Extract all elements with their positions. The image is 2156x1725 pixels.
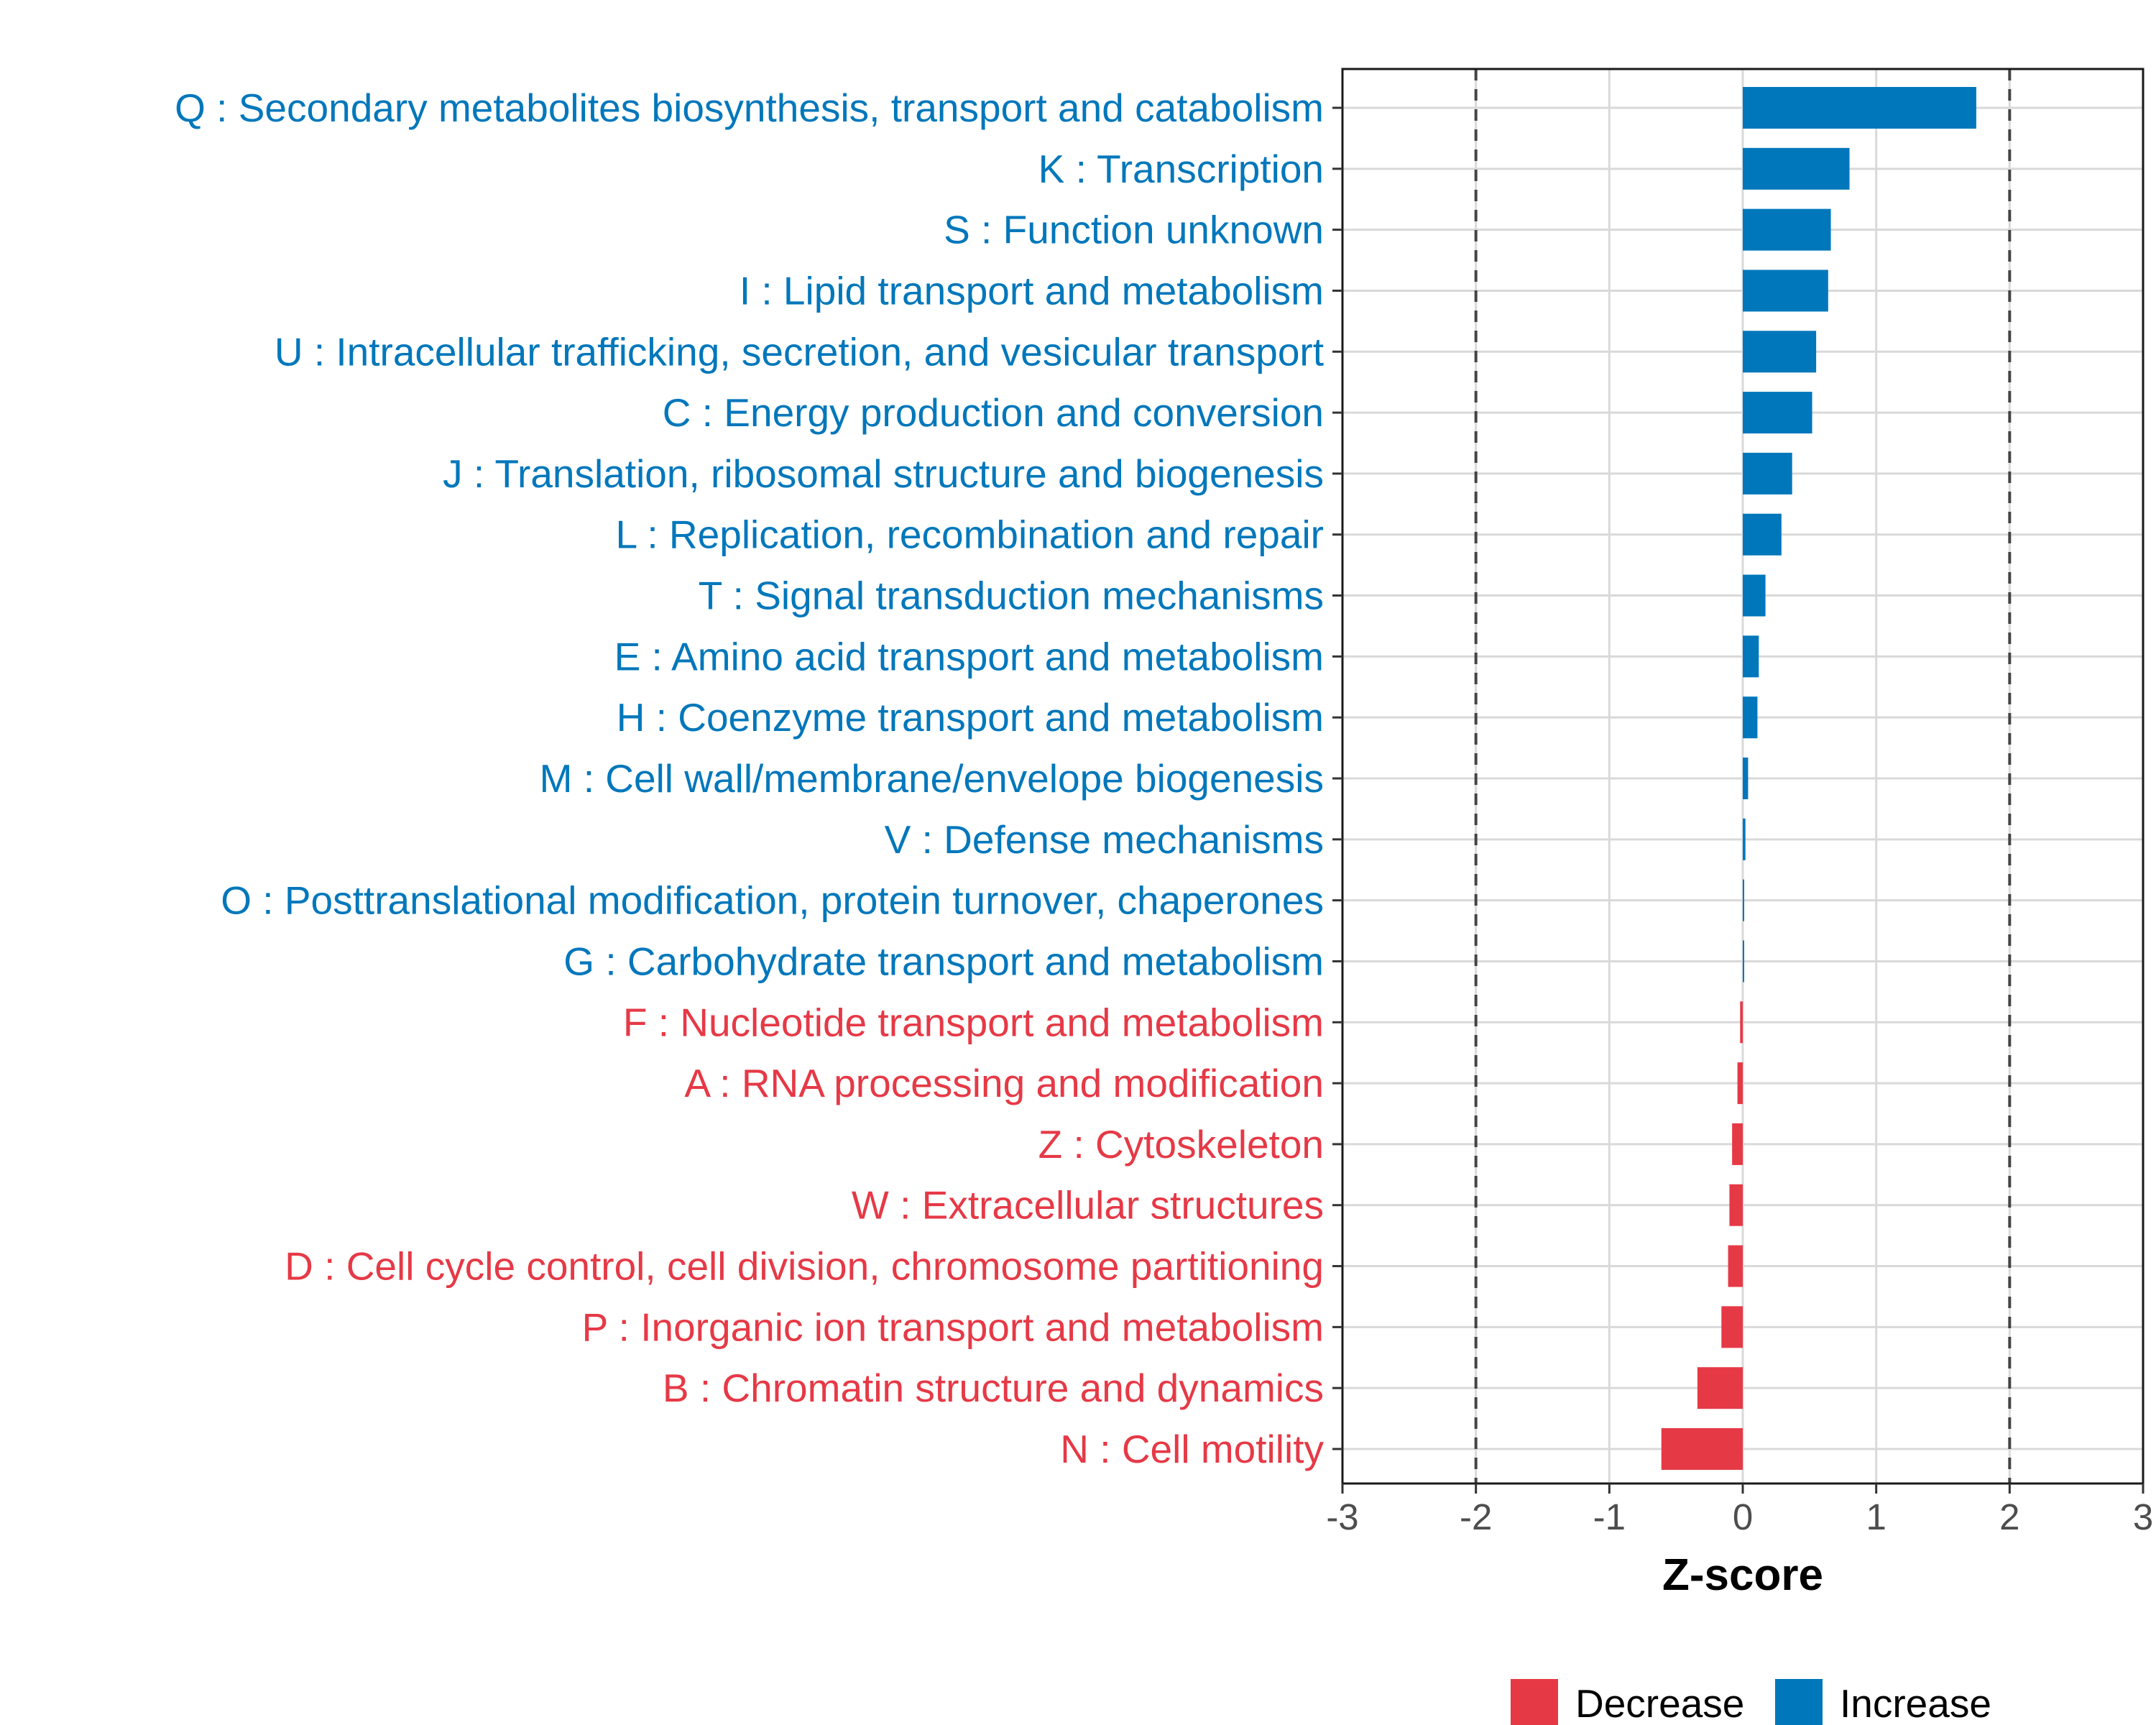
bar [1743, 758, 1749, 799]
x-tick-label: 1 [1866, 1496, 1886, 1537]
legend-swatch [1511, 1679, 1558, 1725]
x-axis-title: Z-score [1662, 1550, 1823, 1600]
legend-label: Increase [1840, 1681, 1991, 1725]
category-label: Q : Secondary metabolites biosynthesis, … [175, 86, 1324, 130]
bar [1743, 574, 1766, 617]
bar [1743, 818, 1746, 860]
category-label: S : Function unknown [944, 208, 1324, 252]
category-label: Z : Cytoskeleton [1038, 1122, 1324, 1167]
bars [1661, 87, 1976, 1470]
bar [1661, 1428, 1743, 1470]
legend: Decrease Increase [1511, 1679, 1991, 1725]
reference-lines [1474, 69, 2012, 1484]
category-label: T : Signal transduction mechanisms [699, 574, 1324, 618]
bar [1743, 87, 1976, 129]
x-tick-label: -2 [1460, 1496, 1492, 1537]
category-label: H : Coenzyme transport and metabolism [617, 695, 1324, 740]
category-label: A : RNA processing and modification [684, 1061, 1324, 1105]
x-tick-label: -3 [1326, 1496, 1358, 1537]
legend-swatch [1775, 1679, 1823, 1725]
bar [1728, 1245, 1743, 1287]
bar [1740, 1001, 1743, 1044]
category-label: P : Inorganic ion transport and metaboli… [582, 1305, 1324, 1349]
category-label: B : Chromatin structure and dynamics [663, 1366, 1324, 1410]
category-label: K : Transcription [1038, 147, 1324, 191]
x-tick-label: 2 [1999, 1496, 2019, 1537]
bar [1697, 1367, 1743, 1409]
category-label: J : Translation, ribosomal structure and… [443, 451, 1324, 496]
category-label: F : Nucleotide transport and metabolism [623, 1000, 1324, 1044]
bar [1743, 635, 1759, 678]
bar [1743, 147, 1850, 190]
bar [1743, 696, 1758, 739]
category-label: W : Extracellular structures [852, 1183, 1324, 1228]
x-tick-label: 0 [1733, 1496, 1753, 1537]
category-label: G : Carbohydrate transport and metabolis… [563, 939, 1324, 983]
category-label: O : Posttranslational modification, prot… [221, 878, 1324, 923]
y-axis-ticks [1332, 106, 1342, 1450]
x-tick-label: -1 [1593, 1496, 1626, 1537]
category-label: E : Amino acid transport and metabolism [614, 634, 1324, 678]
bar [1743, 940, 1744, 983]
bar [1743, 208, 1831, 251]
category-label: D : Cell cycle control, cell division, c… [285, 1244, 1324, 1289]
bar [1721, 1306, 1743, 1348]
x-tick-label: 3 [2133, 1496, 2153, 1537]
x-axis-ticks: -3 -2 -1 0 1 2 3 [1326, 1484, 2153, 1537]
bar [1743, 879, 1744, 921]
legend-label: Decrease [1575, 1681, 1744, 1725]
category-label: C : Energy production and conversion [663, 390, 1324, 435]
bar [1743, 392, 1812, 434]
bar [1729, 1184, 1743, 1226]
bar [1732, 1123, 1743, 1165]
category-label: N : Cell motility [1060, 1427, 1324, 1471]
bar [1743, 331, 1817, 373]
category-label: I : Lipid transport and metabolism [740, 268, 1324, 313]
category-label: L : Replication, recombination and repai… [616, 512, 1324, 557]
bar [1743, 513, 1782, 556]
category-label: M : Cell wall/membrane/envelope biogenes… [540, 756, 1324, 801]
bar [1737, 1062, 1743, 1105]
category-label: U : Intracellular trafficking, secretion… [275, 329, 1324, 374]
category-labels: Q : Secondary metabolites biosynthesis, … [175, 86, 1324, 1471]
bar [1743, 452, 1792, 494]
category-label: V : Defense mechanisms [885, 817, 1324, 862]
bar [1743, 270, 1828, 312]
